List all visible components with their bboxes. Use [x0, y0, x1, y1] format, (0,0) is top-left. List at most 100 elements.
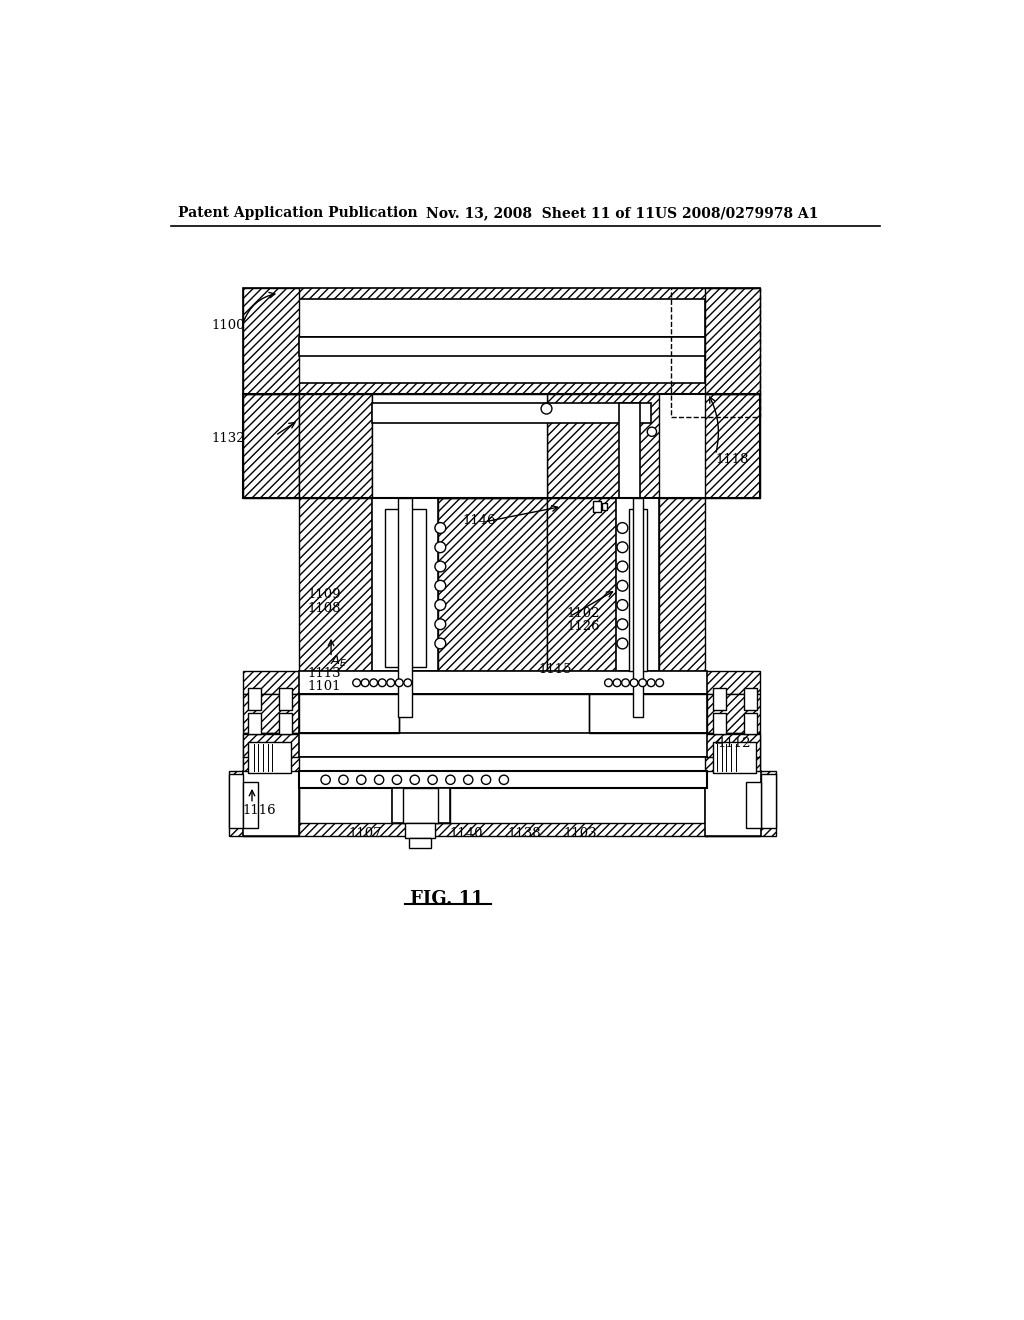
- Bar: [744, 713, 757, 734]
- Circle shape: [435, 523, 445, 533]
- Circle shape: [541, 404, 552, 414]
- Bar: [243, 671, 761, 694]
- Text: 1107: 1107: [349, 826, 383, 840]
- Circle shape: [339, 775, 348, 784]
- Circle shape: [604, 678, 612, 686]
- Bar: [706, 771, 761, 836]
- Text: 1140: 1140: [450, 826, 483, 840]
- Bar: [243, 758, 299, 771]
- Circle shape: [435, 619, 445, 630]
- Text: 1103: 1103: [563, 826, 597, 840]
- Bar: [372, 395, 547, 498]
- Bar: [299, 337, 706, 383]
- Bar: [616, 498, 658, 671]
- Bar: [280, 713, 292, 734]
- Bar: [299, 733, 707, 758]
- Circle shape: [428, 775, 437, 784]
- Bar: [299, 337, 706, 355]
- Circle shape: [361, 678, 369, 686]
- Bar: [280, 688, 292, 710]
- Circle shape: [321, 775, 331, 784]
- Bar: [243, 395, 761, 498]
- Bar: [243, 694, 761, 733]
- Bar: [248, 713, 260, 734]
- Bar: [299, 395, 372, 498]
- Circle shape: [356, 775, 366, 784]
- Bar: [372, 404, 651, 424]
- Bar: [633, 498, 643, 718]
- Bar: [706, 734, 761, 836]
- Bar: [593, 502, 601, 512]
- Circle shape: [630, 678, 638, 686]
- Bar: [372, 498, 438, 671]
- Text: 1109: 1109: [308, 589, 341, 601]
- Bar: [243, 771, 299, 836]
- Bar: [228, 771, 299, 836]
- Bar: [243, 395, 299, 498]
- Circle shape: [410, 775, 420, 784]
- Text: 1126: 1126: [566, 620, 600, 634]
- Circle shape: [435, 581, 445, 591]
- Circle shape: [435, 638, 445, 649]
- Bar: [391, 788, 450, 822]
- Bar: [248, 742, 291, 774]
- Bar: [406, 822, 435, 838]
- Text: Patent Application Publication: Patent Application Publication: [178, 206, 418, 220]
- Bar: [713, 688, 726, 710]
- Circle shape: [481, 775, 490, 784]
- Text: 1100: 1100: [212, 318, 245, 331]
- Circle shape: [445, 775, 455, 784]
- Bar: [706, 288, 761, 393]
- Text: 1118: 1118: [716, 453, 749, 466]
- Bar: [745, 781, 761, 829]
- Circle shape: [352, 678, 360, 686]
- Circle shape: [639, 678, 646, 686]
- Bar: [399, 694, 589, 733]
- Bar: [602, 503, 607, 511]
- Bar: [629, 508, 647, 671]
- Bar: [299, 671, 707, 694]
- Text: $A_E$: $A_E$: [330, 653, 347, 669]
- Text: 1101: 1101: [308, 681, 341, 693]
- Circle shape: [435, 561, 445, 572]
- Bar: [744, 688, 757, 710]
- Circle shape: [617, 541, 628, 553]
- Circle shape: [435, 599, 445, 610]
- Bar: [713, 713, 726, 734]
- Bar: [243, 733, 761, 758]
- Text: 1102: 1102: [566, 607, 600, 619]
- Bar: [299, 822, 707, 836]
- Circle shape: [617, 638, 628, 649]
- Bar: [299, 694, 399, 733]
- Circle shape: [613, 678, 621, 686]
- Bar: [391, 788, 450, 822]
- Circle shape: [622, 678, 630, 686]
- Text: US 2008/0279978 A1: US 2008/0279978 A1: [655, 206, 818, 220]
- Text: 1132: 1132: [212, 432, 246, 445]
- Bar: [706, 758, 761, 771]
- Bar: [713, 742, 756, 774]
- Bar: [398, 498, 413, 718]
- Circle shape: [375, 775, 384, 784]
- Bar: [228, 775, 243, 829]
- Circle shape: [403, 678, 412, 686]
- Bar: [403, 788, 438, 822]
- Bar: [243, 288, 761, 393]
- Bar: [438, 498, 547, 671]
- Bar: [243, 781, 258, 829]
- Bar: [385, 508, 426, 667]
- Bar: [299, 694, 707, 733]
- Bar: [706, 771, 776, 836]
- Circle shape: [617, 619, 628, 630]
- Bar: [620, 404, 640, 498]
- Text: 1146: 1146: [463, 515, 497, 527]
- Bar: [243, 288, 299, 393]
- Bar: [248, 688, 260, 710]
- Circle shape: [392, 775, 401, 784]
- Bar: [706, 395, 761, 498]
- Circle shape: [647, 678, 655, 686]
- Circle shape: [387, 678, 394, 686]
- Text: 1113: 1113: [308, 667, 341, 680]
- Circle shape: [617, 523, 628, 533]
- Bar: [658, 498, 706, 671]
